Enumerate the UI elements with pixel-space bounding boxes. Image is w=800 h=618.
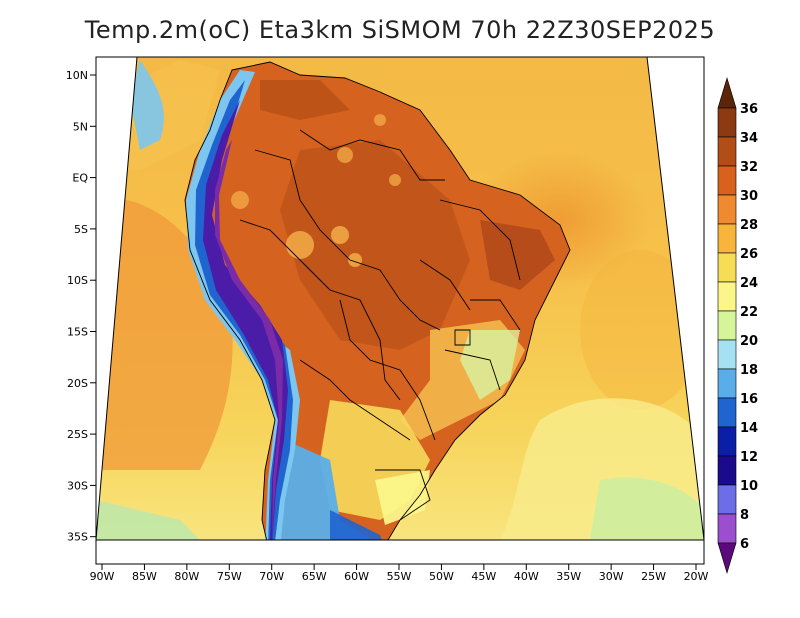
colorbar-swatch	[717, 310, 737, 341]
colorbar-top-arrow	[717, 76, 737, 109]
colorbar-swatch	[717, 484, 737, 515]
lat-label: 35S	[67, 531, 88, 544]
lat-label: 25S	[67, 428, 88, 441]
colorbar-swatch	[717, 426, 737, 457]
lon-label: 55W	[387, 570, 412, 583]
colorbar-swatch	[717, 107, 737, 138]
lon-label: 75W	[217, 570, 242, 583]
colorbar-label: 36	[740, 102, 758, 117]
lon-label: 35W	[556, 570, 581, 583]
convective-cell	[337, 147, 353, 163]
colorbar: 36 34 32 30 28 26 24 22 20 18 16 14 12 10 8 6	[717, 76, 758, 575]
lon-label: 70W	[259, 570, 284, 583]
colorbar-swatch	[717, 194, 737, 225]
longitude-labels: 90W 85W 80W 75W 70W 65W 60W 55W 50W 45W 40W 35W 30W 2…	[90, 564, 709, 583]
pacific-south-zone	[96, 500, 200, 540]
colorbar-label: 30	[740, 189, 758, 204]
convective-cell	[389, 174, 401, 186]
lon-label: 40W	[514, 570, 539, 583]
convective-cell	[286, 231, 314, 259]
pacific-cool-coast	[130, 60, 164, 150]
atlantic-mid-patch	[580, 250, 700, 410]
interior-hot-zone	[280, 140, 470, 350]
atlantic-south-zone	[590, 477, 704, 540]
lat-label: 15S	[67, 326, 88, 339]
colorbar-label: 24	[740, 276, 758, 291]
colorbar-swatch	[717, 165, 737, 196]
colorbar-label: 6	[740, 537, 749, 552]
colorbar-label: 28	[740, 218, 758, 233]
colorbar-swatch	[717, 252, 737, 283]
lat-label: 10N	[66, 69, 88, 82]
colorbar-label: 8	[740, 508, 749, 523]
plot-frame	[95, 56, 705, 565]
colorbar-label: 18	[740, 363, 758, 378]
country-borders	[184, 61, 571, 540]
colorbar-label: 22	[740, 305, 758, 320]
lon-label: 65W	[302, 570, 327, 583]
lon-label: 30W	[599, 570, 624, 583]
andes-peak-strip	[215, 140, 283, 540]
lat-label: 30S	[67, 479, 88, 492]
convective-cell	[348, 253, 362, 267]
northeast-hot-zone	[480, 220, 555, 290]
andes-freezing-strip	[203, 100, 288, 540]
colorbar-swatch	[717, 339, 737, 370]
lat-label: EQ	[72, 172, 88, 185]
convective-cell	[231, 191, 249, 209]
lat-label: 20S	[67, 377, 88, 390]
colorbar-swatch	[717, 368, 737, 399]
colorbar-swatch	[717, 223, 737, 254]
latitude-labels: 10N 5N EQ 5S 10S 15S 20S 25S 30S 35S	[66, 69, 96, 544]
north-hot-zone	[260, 80, 350, 120]
colorbar-swatch	[717, 513, 737, 544]
lat-label: 5S	[74, 223, 88, 236]
convective-cell	[331, 226, 349, 244]
uruguay-zone	[375, 470, 430, 525]
colorbar-bottom-arrow	[717, 542, 737, 575]
lat-label: 10S	[67, 274, 88, 287]
lat-label: 5N	[73, 120, 88, 133]
lon-label: 80W	[174, 570, 199, 583]
colorbar-label: 16	[740, 392, 758, 407]
colorbar-label: 32	[740, 160, 758, 175]
lon-label: 50W	[429, 570, 454, 583]
lon-label: 85W	[132, 570, 157, 583]
convective-cell	[374, 114, 386, 126]
highland-mild-zone	[460, 330, 520, 400]
colorbar-label: 34	[740, 131, 758, 146]
colorbar-label: 26	[740, 247, 758, 262]
colorbar-swatch	[717, 136, 737, 167]
lon-label: 20W	[684, 570, 709, 583]
colorbar-label: 20	[740, 334, 758, 349]
temperature-field	[96, 57, 704, 540]
patagonia-cold-zone	[330, 510, 385, 540]
lon-label: 25W	[641, 570, 666, 583]
lon-label: 60W	[344, 570, 369, 583]
colorbar-swatch	[717, 455, 737, 486]
lon-label: 45W	[471, 570, 496, 583]
colorbar-label: 10	[740, 479, 758, 494]
colorbar-label: 12	[740, 450, 758, 465]
lon-label: 90W	[90, 570, 115, 583]
colorbar-swatch	[717, 281, 737, 312]
colorbar-label: 14	[740, 421, 758, 436]
map-title: Temp.2m(oC) Eta3km SiSMOM 70h 22Z30SEP20…	[84, 16, 716, 44]
colorbar-swatch	[717, 397, 737, 428]
